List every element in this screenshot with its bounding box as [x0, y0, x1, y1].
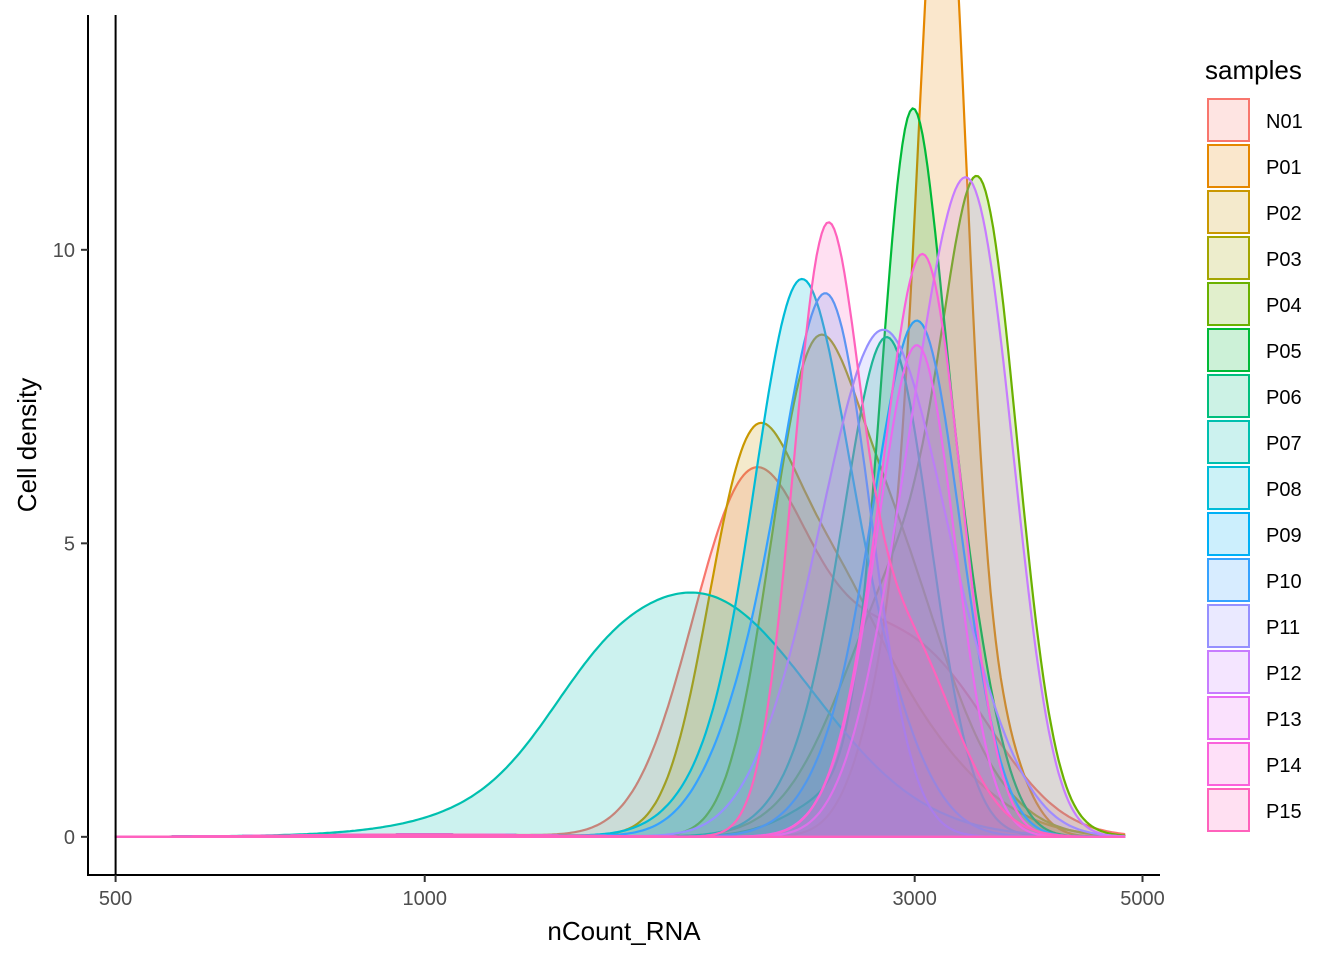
legend-label-p08: P08	[1266, 479, 1302, 501]
y-tick-label: 5	[64, 533, 75, 555]
legend-key-p04	[1207, 282, 1250, 326]
legend-items: N01 P01 P02 P03 P04 P05 P06 P07 P08 P09 P10 P11 P12 P…	[1207, 98, 1303, 832]
legend-key-p02	[1207, 190, 1250, 234]
legend-label-p05: P05	[1266, 341, 1302, 363]
x-axis-title: nCount_RNA	[547, 916, 701, 946]
x-tick-label: 5000	[1120, 888, 1165, 910]
legend-label-p07: P07	[1266, 433, 1302, 455]
legend-label-p12: P12	[1266, 663, 1302, 685]
legend-key-p05	[1207, 328, 1250, 372]
legend-key-p08	[1207, 466, 1250, 510]
legend-label-p06: P06	[1266, 387, 1302, 409]
x-axis-ticks: 500 1000 3000 5000	[99, 875, 1165, 910]
y-tick-label: 10	[53, 240, 75, 262]
legend-label-p13: P13	[1266, 709, 1302, 731]
legend-label-p04: P04	[1266, 295, 1302, 317]
legend-label-p09: P09	[1266, 525, 1302, 547]
legend-label-p14: P14	[1266, 755, 1302, 777]
y-tick-label: 0	[64, 827, 75, 849]
legend-key-p14	[1207, 742, 1250, 786]
x-tick-label: 1000	[402, 888, 447, 910]
density-series-layer	[114, 0, 1126, 838]
legend-key-p07	[1207, 420, 1250, 464]
legend-key-p15	[1207, 788, 1250, 832]
legend-key-p09	[1207, 512, 1250, 556]
x-tick-label: 500	[99, 888, 132, 910]
legend-label-p01: P01	[1266, 157, 1302, 179]
legend-key-p10	[1207, 558, 1250, 602]
legend-label-p02: P02	[1266, 203, 1302, 225]
legend-label-p11: P11	[1266, 617, 1300, 639]
axes: 500 1000 3000 5000 0 5 10	[53, 15, 1165, 910]
legend: samples N01 P01 P02 P03 P04 P05 P06 P07 P08 P09 P1…	[1205, 55, 1303, 832]
legend-title: samples	[1205, 55, 1302, 85]
x-tick-label: 3000	[892, 888, 937, 910]
legend-key-p03	[1207, 236, 1250, 280]
legend-key-p12	[1207, 650, 1250, 694]
legend-label-p15: P15	[1266, 801, 1302, 823]
plot-area	[114, 0, 1126, 875]
legend-key-p06	[1207, 374, 1250, 418]
y-axis-ticks: 0 5 10	[53, 240, 88, 849]
legend-key-p13	[1207, 696, 1250, 740]
legend-label-p10: P10	[1266, 571, 1302, 593]
legend-key-n01	[1207, 98, 1250, 142]
legend-label-p03: P03	[1266, 249, 1302, 271]
density-curve-p15	[114, 221, 1126, 838]
legend-key-p01	[1207, 144, 1250, 188]
legend-key-p11	[1207, 604, 1250, 648]
y-axis-title: Cell density	[12, 378, 42, 512]
legend-label-n01: N01	[1266, 111, 1303, 133]
